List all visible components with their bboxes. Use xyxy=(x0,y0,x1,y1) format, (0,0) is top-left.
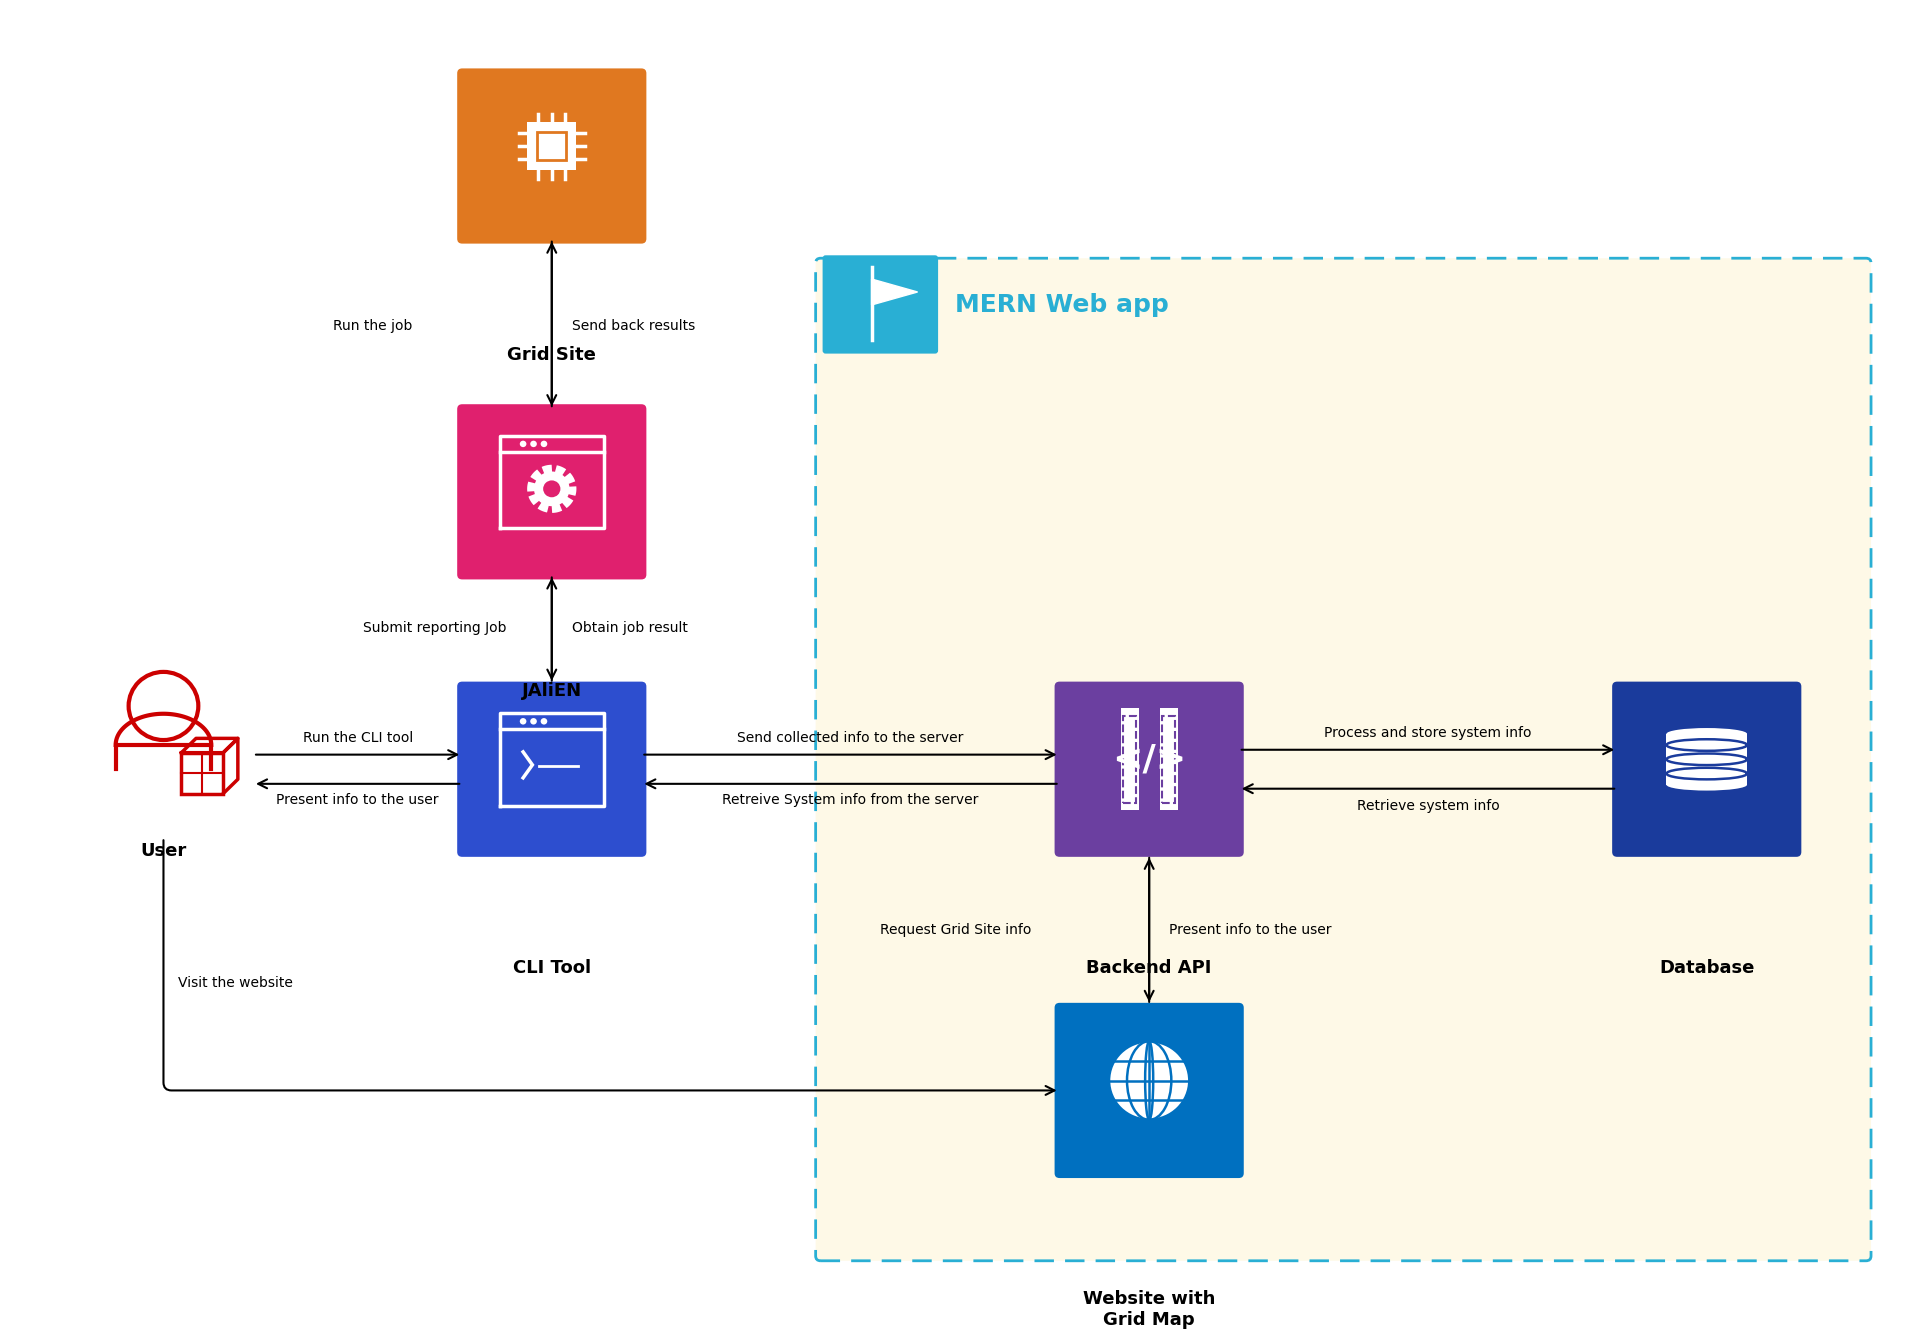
Text: Visit the website: Visit the website xyxy=(179,977,294,990)
Circle shape xyxy=(541,441,547,448)
Text: Process and store system info: Process and store system info xyxy=(1325,727,1532,740)
Bar xyxy=(1162,716,1175,803)
Ellipse shape xyxy=(1667,779,1747,791)
Text: Submit reporting Job: Submit reporting Job xyxy=(363,621,507,635)
FancyBboxPatch shape xyxy=(1054,681,1244,856)
Bar xyxy=(1667,733,1747,784)
Text: JAliEN: JAliEN xyxy=(522,681,582,700)
FancyBboxPatch shape xyxy=(457,405,647,580)
Circle shape xyxy=(543,481,561,497)
Circle shape xyxy=(541,717,547,724)
Text: Present info to the user: Present info to the user xyxy=(1169,923,1332,937)
Polygon shape xyxy=(528,465,576,513)
FancyBboxPatch shape xyxy=(457,68,647,243)
FancyBboxPatch shape xyxy=(1054,1003,1244,1178)
FancyBboxPatch shape xyxy=(457,681,647,856)
Bar xyxy=(528,122,576,170)
Circle shape xyxy=(520,717,526,724)
Text: Run the CLI tool: Run the CLI tool xyxy=(303,731,413,745)
Text: Database: Database xyxy=(1659,959,1755,977)
Text: Request Grid Site info: Request Grid Site info xyxy=(881,923,1031,937)
Text: Run the job: Run the job xyxy=(332,319,413,334)
Text: Send collected info to the server: Send collected info to the server xyxy=(737,731,964,745)
Text: Send back results: Send back results xyxy=(572,319,695,334)
Bar xyxy=(1160,708,1177,810)
Text: MERN Web app: MERN Web app xyxy=(954,293,1169,317)
Text: CLI Tool: CLI Tool xyxy=(513,959,591,977)
Bar xyxy=(1123,716,1137,803)
Text: </>: </> xyxy=(1112,743,1187,776)
Text: Backend API: Backend API xyxy=(1087,959,1212,977)
Text: User: User xyxy=(140,842,186,860)
FancyBboxPatch shape xyxy=(822,255,939,354)
Text: Obtain job result: Obtain job result xyxy=(572,621,687,635)
Bar xyxy=(1121,708,1139,810)
Circle shape xyxy=(520,441,526,448)
Text: Retrieve system info: Retrieve system info xyxy=(1357,799,1500,814)
Text: Retreive System info from the server: Retreive System info from the server xyxy=(722,794,979,807)
Polygon shape xyxy=(872,279,918,305)
Bar xyxy=(538,132,566,160)
Text: Grid Site: Grid Site xyxy=(507,346,597,363)
Ellipse shape xyxy=(1667,728,1747,740)
Circle shape xyxy=(1110,1041,1190,1120)
FancyBboxPatch shape xyxy=(816,258,1870,1261)
FancyBboxPatch shape xyxy=(1613,681,1801,856)
Text: Website with
Grid Map: Website with Grid Map xyxy=(1083,1291,1215,1329)
Circle shape xyxy=(530,717,538,724)
Circle shape xyxy=(530,441,538,448)
Text: Present info to the user: Present info to the user xyxy=(276,794,440,807)
